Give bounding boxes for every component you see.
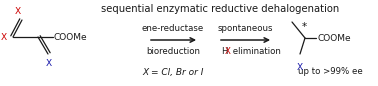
Text: spontaneous: spontaneous [217, 24, 273, 33]
Text: X: X [46, 60, 52, 69]
Text: X: X [297, 63, 303, 72]
Text: sequential enzymatic reductive dehalogenation: sequential enzymatic reductive dehalogen… [101, 4, 339, 14]
Text: elimination: elimination [229, 47, 280, 56]
Text: up to >99% ee: up to >99% ee [297, 68, 363, 77]
Text: H: H [221, 47, 228, 56]
Text: bioreduction: bioreduction [146, 47, 200, 56]
Text: X: X [1, 33, 7, 42]
Text: X: X [15, 7, 21, 15]
Text: ene-reductase: ene-reductase [142, 24, 204, 33]
Text: X: X [225, 47, 231, 56]
Text: COOMe: COOMe [318, 34, 352, 42]
Text: COOMe: COOMe [54, 33, 88, 42]
Text: X = Cl, Br or I: X = Cl, Br or I [142, 68, 204, 77]
Text: *: * [301, 22, 307, 32]
